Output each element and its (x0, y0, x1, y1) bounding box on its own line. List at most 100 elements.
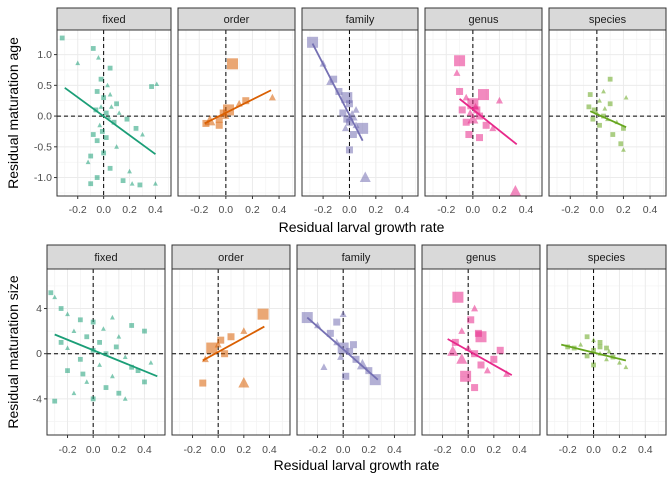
data-point (90, 319, 96, 325)
data-point (101, 326, 106, 331)
data-point (476, 134, 484, 142)
x-tick-label: 0.2 (112, 444, 127, 456)
data-point (107, 91, 113, 97)
data-point (456, 353, 468, 364)
data-point (97, 340, 102, 345)
data-point (617, 360, 622, 365)
data-point (127, 168, 132, 174)
data-point (149, 84, 154, 89)
y-axis-title: Residual maturation age (5, 37, 21, 189)
data-point (135, 368, 141, 374)
strip-label: species (588, 252, 626, 264)
data-point (460, 370, 472, 382)
x-tick-label: 0.0 (590, 204, 605, 216)
strip-label: order (218, 252, 244, 264)
y-tick-label: 0.0 (37, 111, 52, 123)
data-point (335, 87, 343, 95)
strip-label: family (346, 14, 375, 26)
data-point (99, 129, 105, 134)
x-tick-label: 0.4 (512, 444, 527, 456)
data-point (578, 342, 584, 347)
data-point (326, 329, 334, 337)
data-point (314, 321, 322, 329)
data-point (94, 138, 100, 144)
data-point (103, 351, 109, 357)
fit-line (64, 87, 156, 155)
data-point (607, 101, 613, 107)
data-point (140, 131, 145, 137)
x-tick-label: 0.4 (137, 444, 152, 456)
x-tick-label: 0.4 (643, 204, 658, 216)
data-point (52, 294, 58, 300)
panel-border (301, 29, 419, 197)
data-point (357, 122, 369, 134)
x-tick-label: -0.2 (58, 444, 76, 456)
data-point (509, 185, 521, 196)
data-point (227, 58, 239, 70)
data-point (621, 147, 626, 152)
y-tick-label: 0 (36, 348, 42, 360)
x-tick-label: -0.2 (314, 204, 332, 216)
x-tick-label: 0.2 (122, 204, 137, 216)
data-point (342, 124, 349, 132)
data-point (345, 146, 353, 154)
data-point (85, 159, 91, 165)
data-point (472, 103, 480, 110)
data-point (90, 46, 96, 51)
y-axis-title: Residual maturation size (5, 275, 21, 429)
x-tick-label: -0.2 (433, 444, 451, 456)
panel-bg (57, 30, 171, 196)
data-point (352, 106, 360, 113)
data-point (495, 96, 503, 104)
data-point (109, 104, 114, 109)
data-point (88, 153, 94, 159)
fit-line (202, 325, 265, 362)
panel-border (177, 29, 296, 197)
x-tick-label: 0.0 (219, 204, 234, 216)
data-point (591, 362, 596, 368)
data-point (59, 35, 65, 41)
data-point (101, 150, 107, 156)
data-point (467, 113, 479, 124)
data-point (597, 122, 602, 128)
data-point (154, 81, 160, 87)
data-point (84, 379, 90, 384)
panel-border (56, 29, 172, 197)
data-point (345, 100, 353, 108)
data-point (75, 60, 81, 66)
data-point (215, 121, 223, 129)
x-tick-label: 0.2 (487, 444, 502, 456)
data-point (88, 181, 94, 187)
x-tick-label: 0.2 (237, 444, 252, 456)
data-point (129, 323, 135, 328)
x-tick-label: 0.4 (519, 204, 534, 216)
data-point (111, 119, 117, 125)
data-point (462, 118, 470, 126)
x-axis-title: Residual larval growth rate (274, 457, 440, 473)
x-tick-label: 0.0 (466, 204, 481, 216)
data-point (222, 112, 230, 119)
y-tick-label: 4 (36, 303, 42, 315)
data-point (107, 165, 113, 171)
data-point (345, 118, 353, 126)
x-tick-label: 0.2 (369, 204, 384, 216)
data-point (101, 95, 107, 101)
data-point (227, 333, 235, 341)
panel-species: species -0.2 0.0 0.2 0.4 (548, 7, 667, 216)
data-point (467, 98, 479, 110)
data-point (601, 88, 606, 94)
data-point (71, 390, 77, 396)
x-tick-label: 0.2 (362, 444, 377, 456)
data-point (590, 116, 596, 122)
panel-border (46, 268, 166, 436)
x-tick-label: 0.0 (586, 444, 601, 456)
panel-family: family -0.2 0.0 0.2 0.4 (301, 7, 419, 216)
fit-line (311, 43, 364, 142)
data-point (219, 109, 227, 117)
data-point (490, 355, 498, 363)
data-point (48, 290, 54, 296)
data-point (94, 89, 100, 94)
data-point (471, 384, 479, 392)
data-point (133, 125, 139, 131)
data-point (129, 364, 135, 370)
